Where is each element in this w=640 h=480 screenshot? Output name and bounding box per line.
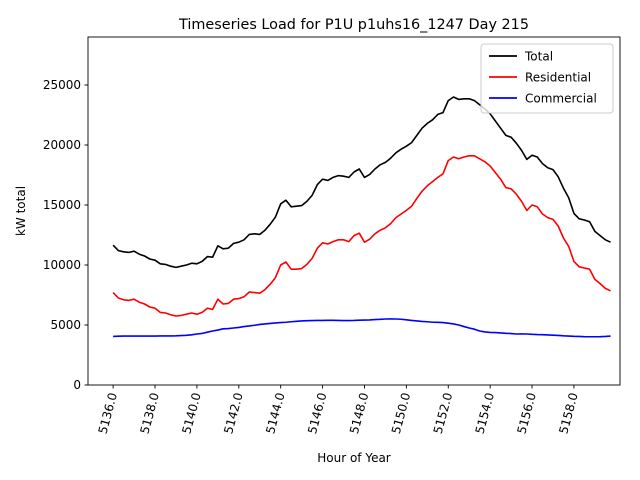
y-tick-label: 10000	[43, 258, 81, 272]
x-axis-label: Hour of Year	[317, 451, 391, 465]
y-tick-label: 25000	[43, 78, 81, 92]
y-tick-label: 0	[73, 378, 81, 392]
y-axis-label: kW total	[14, 186, 28, 236]
series-line-residential	[112, 155, 611, 317]
legend-box	[480, 43, 614, 114]
chart-title: Timeseries Load for P1U p1uhs16_1247 Day…	[178, 17, 529, 33]
axes-frame	[87, 36, 621, 386]
legend-label-residential: Residential	[525, 71, 591, 85]
y-tick-label: 15000	[43, 198, 81, 212]
y-tick-label: 5000	[50, 318, 81, 332]
legend-label-commercial: Commercial	[525, 92, 597, 106]
series-line-total	[112, 96, 611, 269]
legend-label-total: Total	[524, 50, 553, 64]
y-tick-label: 20000	[43, 138, 81, 152]
series-line-commercial	[113, 318, 611, 338]
